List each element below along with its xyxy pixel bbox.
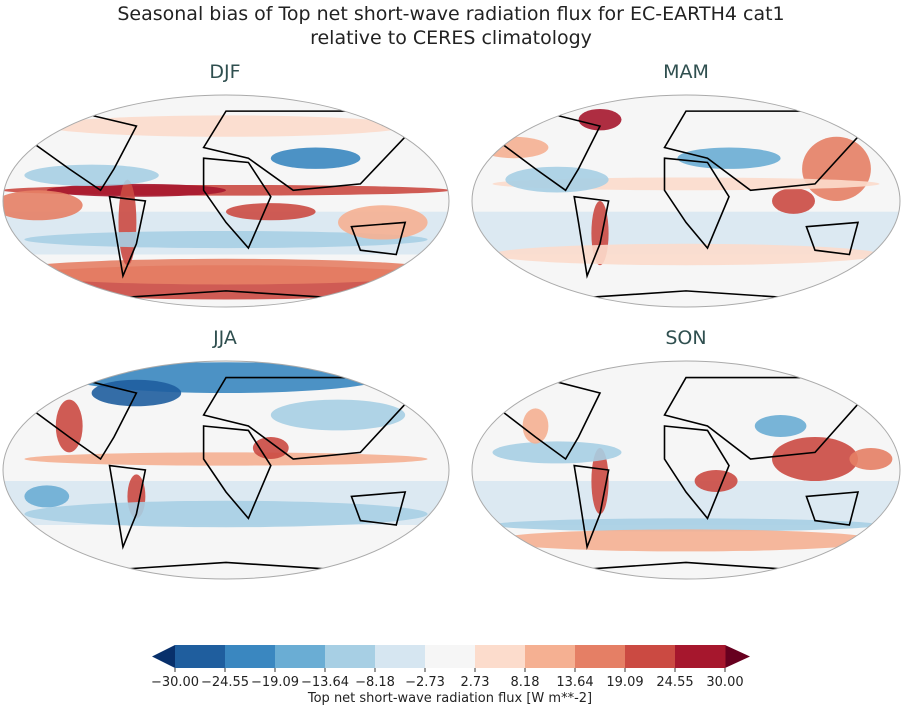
colorbar-tick-label: −8.18 [355,675,395,690]
bias-region [772,437,858,481]
map-boundary [471,94,901,308]
coastline [805,491,860,526]
bias-region [225,203,316,221]
bias-region [46,183,227,197]
coastline [805,221,860,256]
colorbar-segment [175,645,226,668]
map-boundary [2,360,450,580]
bias-region [3,190,83,221]
bias-region [24,230,428,249]
bias-region [578,108,622,131]
coastline [202,376,407,460]
colorbar-tick-label: 30.00 [706,675,743,690]
coastline [202,157,272,250]
bias-region [24,164,159,187]
colorbar-tick-label: 19.09 [606,675,643,690]
coastline [202,110,407,192]
coastline [663,157,730,250]
bias-region [802,136,871,201]
bias-field-jja [3,361,449,579]
colorbar-label: Top net short-wave radiation flux [W m**… [307,691,592,706]
bias-region [3,258,449,285]
bias-region [338,205,428,240]
bias-region [522,408,549,444]
coastline [350,221,407,256]
bias-region [677,147,781,169]
bias-region [772,188,815,214]
bias-field-son [472,361,900,579]
bias-region [492,529,880,552]
map-jja [2,360,450,580]
coastline [663,376,860,460]
colorbar-tick-label: −24.55 [201,675,249,690]
coastline [573,195,610,279]
map-mam [471,94,901,308]
coastline [108,195,147,279]
bias-region [754,415,807,437]
bias-region [24,485,70,508]
panel-title-djf: DJF [209,61,241,83]
bias-region [479,136,549,159]
map-djf [2,94,450,308]
colorbar-tick-label: 8.18 [511,675,540,690]
colorbar-segment [625,645,676,668]
colorbar-segment [675,645,726,668]
bias-region [591,448,609,514]
coastline [573,464,610,551]
colorbar-tick-label: 24.55 [656,675,693,690]
colorbar-segment [525,645,576,668]
bias-field-mam [472,95,900,307]
coastline [350,491,407,526]
figure-title-line2: relative to CERES climatology [310,27,592,49]
coastline [556,561,816,572]
colorbar-tick-label: 2.73 [461,675,490,690]
colorbar-segment [225,645,276,668]
bias-region [46,115,406,137]
map-son [471,360,901,580]
bias-region [492,518,880,532]
panel-title-son: SON [665,327,707,349]
coastline [91,290,361,301]
bias-region [252,437,289,459]
panel-title-mam: MAM [663,61,709,83]
colorbar-over-arrow [725,645,750,668]
bias-field-djf [3,95,449,307]
coastline [663,425,730,520]
colorbar-segment [325,645,376,668]
colorbar-segment [475,645,526,668]
colorbar-tick-label: −19.09 [251,675,299,690]
panel-title-jja: JJA [213,327,237,349]
colorbar-under-arrow [152,645,175,668]
colorbar-segment [575,645,626,668]
bias-region [55,399,83,453]
colorbar-tick-label: 13.64 [556,675,593,690]
bias-region [270,399,406,431]
coastline [202,425,272,520]
bias-region [505,166,609,193]
coastline [556,290,816,301]
figure-title-line1: Seasonal bias of Top net short-wave radi… [117,3,785,25]
bias-region [24,452,428,466]
coastline [91,561,361,572]
colorbar-segment [425,645,476,668]
bias-region [694,470,738,492]
coastline [663,110,860,192]
colorbar-segment [375,645,426,668]
colorbar-segment [275,645,326,668]
colorbar-tick-label: −13.64 [301,675,349,690]
colorbar-tick-label: −30.00 [151,675,199,690]
bias-region [270,147,361,169]
bias-region [492,243,880,266]
coastline [108,464,147,550]
colorbar-tick-label: −2.73 [405,675,445,690]
map-boundary [471,360,901,580]
map-boundary [2,94,450,308]
bias-region [118,179,137,266]
bias-region [849,448,893,470]
bias-region [24,500,428,528]
